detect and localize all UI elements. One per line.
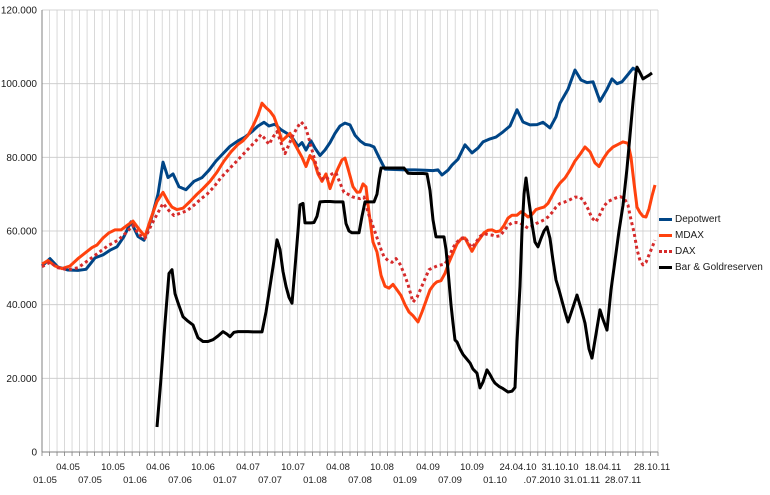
x-axis-label-lower-row: 01.08 [303, 475, 327, 486]
y-axis-tick-label: 0 [31, 448, 37, 459]
x-axis-ticks [41, 452, 659, 456]
y-axis-tick-label: 80.000 [6, 153, 37, 164]
legend: Depotwert MDAX DAX Bar & Goldreserven [659, 213, 763, 273]
x-axis-label-upper-row: 10.09 [460, 462, 484, 473]
x-axis-label-lower-row: 07.06 [168, 475, 192, 486]
series-line-mdax [41, 101, 657, 324]
legend-label: MDAX [675, 229, 704, 241]
x-axis-label-upper-row: 04.06 [146, 462, 170, 473]
x-axis-label-lower-row: 07.07 [258, 475, 282, 486]
x-axis-label-upper-row: 04.07 [236, 462, 260, 473]
x-axis-label-lower-row: 01.05 [33, 475, 57, 486]
legend-label: Depotwert [675, 213, 721, 225]
legend-color-swatch [659, 265, 672, 269]
x-axis-label-lower-row: 07.05 [78, 475, 102, 486]
series-line-depotwert [40, 66, 639, 272]
x-axis-label-lower-row: 31.01.11 [564, 475, 600, 486]
x-axis-label-lower-row: .07.2010 [524, 475, 561, 486]
y-axis-tick-label: 40.000 [6, 300, 37, 311]
y-axis-labels: 0 20.000 40.000 60.000 80.000 100.000 120.000 [1, 6, 38, 459]
x-axis-label-upper-row: 10.06 [191, 462, 215, 473]
x-axis-labels: 04.05 10.05 04.06 10.06 04.07 10.07 04.08 10.08… [33, 462, 670, 486]
x-axis-label-lower-row: 07.08 [348, 475, 372, 486]
x-axis-label-lower-row: 07.09 [438, 475, 462, 486]
series-line-dax [41, 120, 657, 304]
x-axis-label-upper-row: 24.04.10 [500, 462, 537, 473]
x-axis-label-lower-row: 01.10 [483, 475, 507, 486]
legend-item: DAX [659, 245, 763, 257]
y-axis-tick-label: 120.000 [1, 6, 38, 17]
y-axis-tick-label: 60.000 [6, 227, 37, 238]
legend-item: MDAX [659, 229, 763, 241]
series-line-bar-goldreserven [155, 65, 653, 428]
legend-label: Bar & Goldreserven [675, 261, 763, 273]
y-axis-tick-label: 20.000 [6, 374, 37, 385]
y-axis-tick-label: 100.000 [1, 79, 38, 90]
legend-color-swatch [659, 217, 672, 221]
x-axis-label-upper-row: 18.04.11 [585, 462, 621, 473]
x-axis-label-lower-row: 01.09 [393, 475, 417, 486]
x-axis-label-upper-row: 04.09 [416, 462, 440, 473]
legend-color-swatch [659, 233, 672, 237]
legend-color-swatch [659, 249, 672, 253]
x-axis-label-upper-row: 04.08 [326, 462, 350, 473]
x-axis-label-upper-row: 10.08 [370, 462, 394, 473]
x-axis-label-lower-row: 01.06 [123, 475, 147, 486]
x-axis-label-upper-row: 28.10.11 [634, 462, 670, 473]
legend-item: Bar & Goldreserven [659, 261, 763, 273]
legend-label: DAX [675, 245, 696, 257]
x-axis-label-upper-row: 10.07 [281, 462, 305, 473]
x-axis-label-lower-row: 28.07.11 [605, 475, 641, 486]
legend-item: Depotwert [659, 213, 763, 225]
x-axis-label-upper-row: 10.05 [101, 462, 125, 473]
x-axis-label-upper-row: 04.05 [56, 462, 80, 473]
x-axis-label-upper-row: 31.10.10 [542, 462, 579, 473]
x-axis-label-lower-row: 01.07 [213, 475, 237, 486]
series-lines [40, 65, 657, 428]
